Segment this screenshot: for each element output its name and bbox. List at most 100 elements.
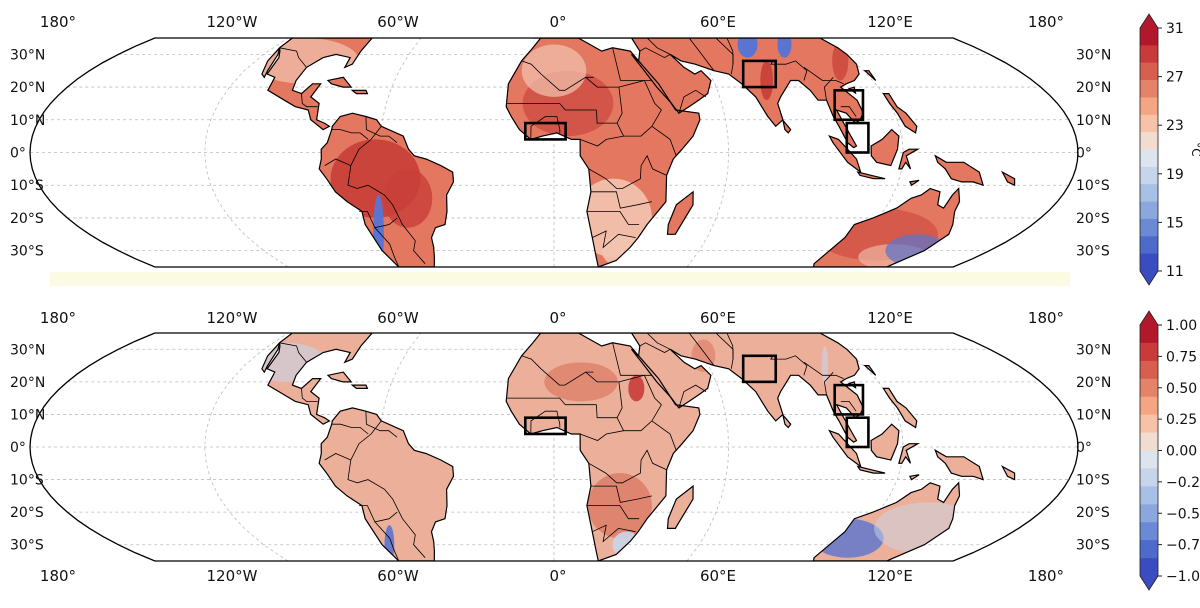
coastline	[505, 333, 701, 561]
colorbar-segment	[1140, 28, 1158, 46]
field-patch	[383, 168, 433, 228]
lat-label-right: 10°S	[1076, 473, 1110, 489]
colorbar-tick-label: 31	[1166, 21, 1184, 37]
colorbar-tick-label: 23	[1166, 118, 1184, 134]
lat-label-left: 30°N	[10, 47, 45, 63]
coastline	[934, 448, 984, 481]
country-border	[770, 355, 808, 376]
country-border	[579, 430, 624, 441]
colorbar-segment	[1140, 486, 1158, 505]
colorbar-tick-label: −0.7	[1166, 538, 1200, 554]
lat-label-right: 10°N	[1076, 407, 1111, 423]
country-border	[612, 47, 653, 81]
country-border	[678, 89, 707, 114]
coastline	[261, 47, 281, 79]
map-frame	[29, 332, 1079, 562]
coastline	[934, 154, 984, 187]
country-border	[506, 397, 597, 406]
study-region-box	[845, 121, 870, 154]
colorbar-tick-label: 1.00	[1166, 318, 1197, 334]
lon-label: 180°	[1028, 309, 1064, 327]
colorbar-tick-label: 0.50	[1166, 381, 1197, 397]
country-border	[365, 116, 398, 144]
colorbar-segment	[1140, 236, 1158, 255]
lat-label-left: 20°S	[10, 505, 44, 521]
lat-label-left: 20°N	[10, 80, 45, 96]
lat-label-left: 0°	[10, 146, 26, 162]
coastline	[898, 148, 921, 170]
country-border	[530, 116, 561, 140]
country-border	[678, 384, 707, 409]
lon-label: 120°W	[207, 567, 258, 585]
coastline	[326, 76, 353, 88]
colorbar-tick-label: −1.0	[1166, 569, 1200, 585]
study-regions	[523, 354, 870, 449]
coastline	[828, 429, 862, 469]
country-border	[803, 67, 844, 85]
lat-label-left: 0°	[10, 440, 26, 456]
colorbar-max-arrow	[1140, 14, 1158, 28]
lat-label-right: 10°N	[1076, 113, 1111, 129]
field-patch	[760, 60, 774, 101]
coastline	[908, 474, 920, 481]
country-border	[347, 165, 426, 264]
colorbar-segment	[1140, 540, 1158, 559]
land-sulawesi	[898, 443, 918, 464]
study-region-box	[523, 121, 567, 141]
colorbar-segment	[1140, 132, 1158, 150]
colorbar-tick-label: −0.2	[1166, 475, 1200, 491]
country-border	[279, 342, 307, 363]
country-border	[646, 38, 671, 55]
lat-label-right: 20°N	[1076, 80, 1111, 96]
lon-label: 60°E	[700, 13, 736, 31]
country-border	[374, 521, 400, 561]
coastline	[812, 187, 961, 267]
coastline	[266, 333, 374, 425]
lat-label-left: 30°N	[10, 342, 45, 358]
land-philippines	[883, 388, 917, 428]
field-patch	[628, 375, 645, 402]
colorbar-bottom: 1.00 0.75 0.50 0.25 0.00 −0.2 −0.5 −0.7 −1.0	[1139, 310, 1200, 591]
country-border	[585, 371, 623, 419]
country-border	[646, 333, 671, 350]
coastline	[1000, 465, 1016, 481]
country-border	[840, 401, 857, 412]
field-patch	[544, 362, 618, 402]
colorbar-min-arrow	[1140, 271, 1158, 285]
land-borneo	[871, 424, 899, 460]
land-solomon	[1002, 172, 1015, 186]
map-content	[30, 333, 1078, 561]
land-southAmerica	[319, 407, 454, 561]
country-border	[840, 106, 857, 117]
country-borders	[279, 38, 857, 267]
coastline	[666, 484, 694, 529]
country-border	[324, 420, 382, 461]
country-border	[592, 524, 636, 543]
coastline	[350, 89, 369, 95]
lat-label-right: 0°	[1076, 440, 1092, 456]
country-border	[616, 374, 662, 432]
lon-label: 0°	[549, 309, 566, 327]
colorbar-min-arrow	[1140, 576, 1158, 590]
colorbar-segment	[1140, 468, 1158, 487]
study-regions	[523, 59, 870, 154]
country-border	[592, 230, 636, 249]
lat-label-left: 20°S	[10, 211, 44, 227]
lon-label: 180°	[40, 309, 76, 327]
coastline	[531, 333, 865, 443]
colorbar-segment	[1140, 253, 1158, 272]
study-region-box	[833, 383, 865, 416]
land-eurasia	[531, 333, 864, 443]
coastline	[882, 387, 918, 429]
lat-label-left: 30°S	[10, 244, 44, 260]
colorbar-segment	[1140, 522, 1158, 541]
country-border	[651, 125, 677, 156]
country-borders	[279, 333, 857, 561]
country-border	[590, 485, 652, 503]
lon-label: 180°	[40, 567, 76, 585]
lon-labels-top: 180° 120°W 60°W 0° 60°E 120°E 180°	[40, 13, 1064, 31]
lon-label: 120°E	[867, 13, 913, 31]
country-border	[823, 371, 834, 395]
lon-label: 180°	[1028, 567, 1064, 585]
coastline	[828, 134, 862, 174]
